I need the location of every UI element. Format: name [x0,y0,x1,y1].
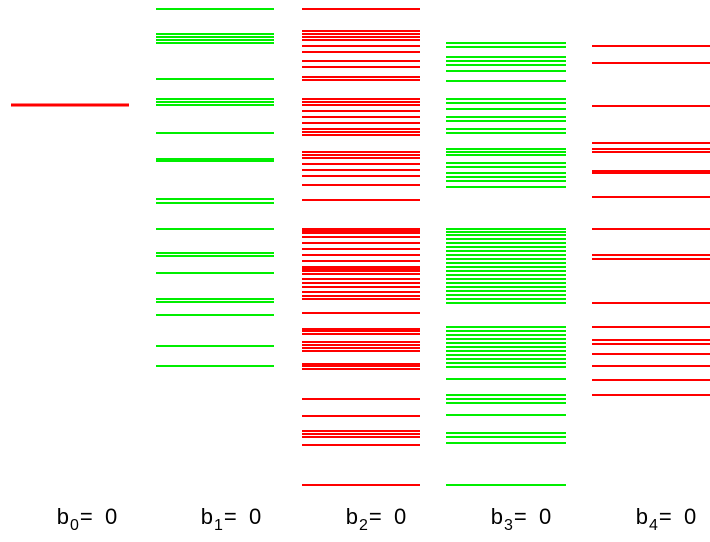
label-b4: b4= 0 [635,504,697,534]
label-b3: b3= 0 [490,504,552,534]
column-3-levels [446,42,566,486]
column-1-levels [156,8,274,367]
column-2-levels [302,8,420,486]
label-b1: b1= 0 [200,504,262,534]
column-4-levels [592,45,710,396]
label-b0: b0= 0 [56,504,118,534]
label-b2: b2= 0 [345,504,407,534]
